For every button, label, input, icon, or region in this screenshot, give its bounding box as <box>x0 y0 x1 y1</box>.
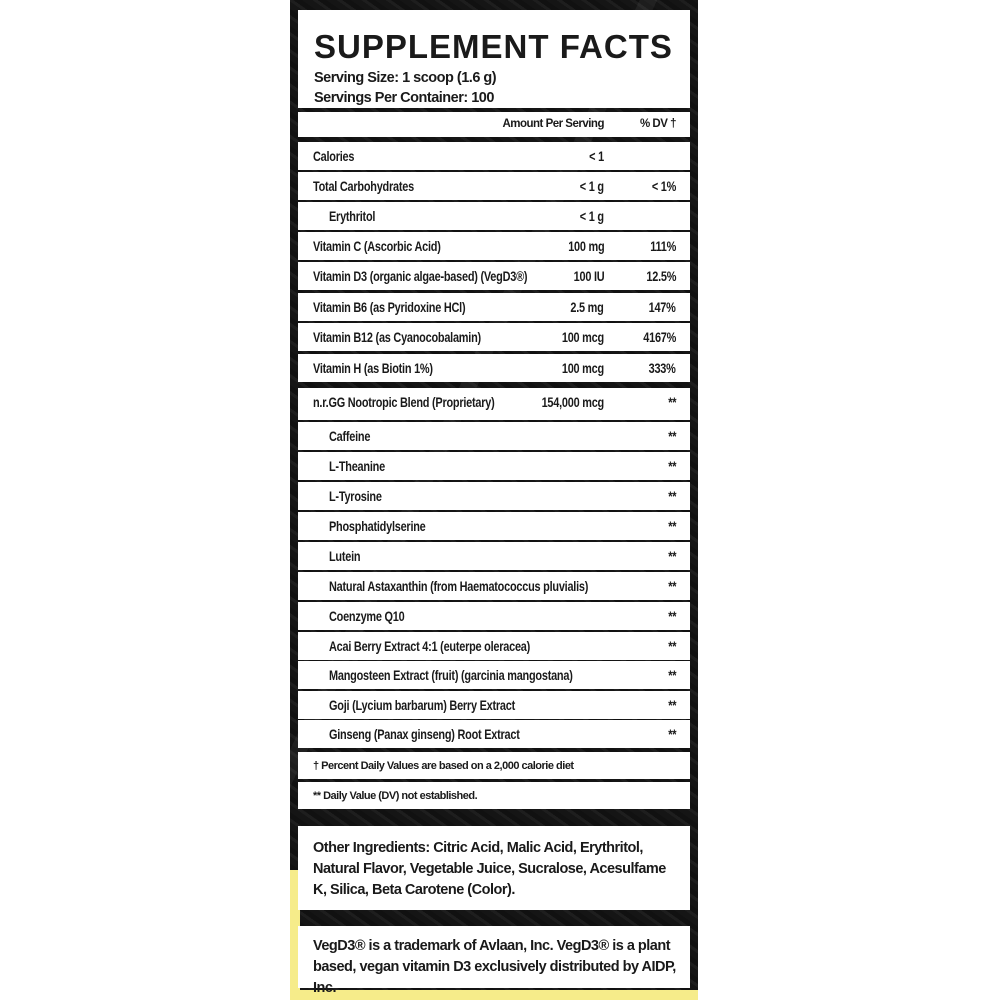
nutrient-dv: 4167% <box>643 329 676 345</box>
nutrient-dv: 333% <box>649 360 676 376</box>
nutrient-row: Natural Astaxanthin (from Haematococcus … <box>298 572 690 600</box>
nutrient-amount: 100 mg <box>567 238 604 254</box>
nutrient-name: Mangosteen Extract (fruit) (garcinia man… <box>329 667 573 683</box>
header-box: SUPPLEMENT FACTS Serving Size: 1 scoop (… <box>298 10 690 108</box>
nutrient-row: L-Tyrosine ** <box>298 482 690 510</box>
nutrient-name: n.r.GG Nootropic Blend (Proprietary) <box>313 394 495 410</box>
nutrient-name: Caffeine <box>329 428 371 444</box>
nutrient-row: Total Carbohydrates < 1 g < 1% <box>298 172 690 200</box>
trademark-box: VegD3® is a trademark of Avlaan, Inc. Ve… <box>298 926 690 996</box>
nutrient-name: Total Carbohydrates <box>313 178 414 194</box>
trademark-text: VegD3® is a trademark of Avlaan, Inc. Ve… <box>313 938 676 996</box>
nutrient-dv: ** <box>667 578 676 594</box>
footnote-text: ** Daily Value (DV) not established. <box>313 790 478 802</box>
supplement-facts-panel: SUPPLEMENT FACTS Serving Size: 1 scoop (… <box>290 0 698 1000</box>
nutrient-row: Coenzyme Q10 ** <box>298 602 690 630</box>
nutrient-dv: ** <box>667 726 676 742</box>
nutrient-name: Calories <box>313 148 355 164</box>
page-title: SUPPLEMENT FACTS <box>314 28 673 65</box>
nutrient-row: Phosphatidylserine ** <box>298 512 690 540</box>
serving-size: Serving Size: 1 scoop (1.6 g) <box>314 70 497 86</box>
other-ingredients-text: Other Ingredients: Citric Acid, Malic Ac… <box>313 840 666 898</box>
footnote-dv-basis: † Percent Daily Values are based on a 2,… <box>298 752 690 779</box>
nutrient-dv: ** <box>667 458 676 474</box>
nutrient-name: Vitamin C (Ascorbic Acid) <box>313 238 441 254</box>
nutrient-name: L-Theanine <box>329 458 385 474</box>
nutrient-name: Lutein <box>329 548 361 564</box>
nutrient-name: Vitamin D3 (organic algae-based) (VegD3®… <box>313 268 528 284</box>
nutrient-dv: 147% <box>649 299 676 315</box>
nutrient-name: Natural Astaxanthin (from Haematococcus … <box>329 578 589 594</box>
nutrient-name: Phosphatidylserine <box>329 518 426 534</box>
nutrient-row: Vitamin B6 (as Pyridoxine HCl) 2.5 mg 147% <box>298 293 690 321</box>
nutrient-name: Acai Berry Extract 4:1 (euterpe oleracea… <box>329 638 531 654</box>
nutrient-dv: 12.5% <box>646 268 676 284</box>
footnote-not-established: ** Daily Value (DV) not established. <box>298 782 690 809</box>
nutrient-amount: 100 mcg <box>561 329 604 345</box>
nutrient-row: Acai Berry Extract 4:1 (euterpe oleracea… <box>298 632 690 660</box>
nutrient-dv: ** <box>667 697 676 713</box>
nutrient-dv: ** <box>667 638 676 654</box>
nutrient-name: Goji (Lycium barbarum) Berry Extract <box>329 697 515 713</box>
nutrient-row: Calories < 1 <box>298 142 690 170</box>
nutrient-name: Ginseng (Panax ginseng) Root Extract <box>329 726 520 742</box>
nutrient-dv: ** <box>667 548 676 564</box>
nutrient-row: Goji (Lycium barbarum) Berry Extract ** <box>298 691 690 719</box>
footnote-text: † Percent Daily Values are based on a 2,… <box>313 760 574 772</box>
nutrient-name: Erythritol <box>329 208 376 224</box>
nutrient-row: Ginseng (Panax ginseng) Root Extract ** <box>298 720 690 748</box>
nutrient-row: Vitamin H (as Biotin 1%) 100 mcg 333% <box>298 354 690 382</box>
nutrient-row: Lutein ** <box>298 542 690 570</box>
nutrient-row: Vitamin C (Ascorbic Acid) 100 mg 111% <box>298 232 690 260</box>
nutrient-dv: ** <box>667 488 676 504</box>
nutrient-amount: < 1 g <box>579 178 604 194</box>
nutrient-amount: < 1 <box>589 148 604 164</box>
nutrient-dv: ** <box>667 518 676 534</box>
nutrient-amount: 154,000 mcg <box>541 394 605 410</box>
nutrient-amount: < 1 g <box>579 208 604 224</box>
nutrient-row: Caffeine ** <box>298 422 690 450</box>
nutrient-row: Erythritol < 1 g <box>298 202 690 230</box>
other-ingredients-box: Other Ingredients: Citric Acid, Malic Ac… <box>298 826 690 910</box>
nutrient-name: Vitamin B12 (as Cyanocobalamin) <box>313 329 481 345</box>
servings-per-container: Servings Per Container: 100 <box>314 90 494 106</box>
nutrient-dv: 111% <box>650 238 676 254</box>
nutrient-dv: < 1% <box>651 178 677 194</box>
nutrient-name: Vitamin B6 (as Pyridoxine HCl) <box>313 299 466 315</box>
nutrient-dv: ** <box>667 428 676 444</box>
nutrient-name: Vitamin H (as Biotin 1%) <box>313 360 433 376</box>
decorative-stripe <box>290 870 300 1000</box>
nutrient-dv: ** <box>667 667 676 683</box>
nutrient-dv: ** <box>667 608 676 624</box>
nutrient-row: Mangosteen Extract (fruit) (garcinia man… <box>298 661 690 689</box>
nutrient-dv: ** <box>667 394 676 410</box>
amount-column-header: Amount Per Serving <box>502 118 604 130</box>
decorative-stripe <box>290 990 698 1000</box>
column-header-row: Amount Per Serving % DV † <box>298 112 690 137</box>
dv-column-header: % DV † <box>640 118 677 130</box>
nutrient-row: L-Theanine ** <box>298 452 690 480</box>
nutrient-row: Vitamin D3 (organic algae-based) (VegD3®… <box>298 262 690 290</box>
nutrient-amount: 100 mcg <box>561 360 604 376</box>
nutrient-amount: 2.5 mg <box>570 299 604 315</box>
nutrient-row: n.r.GG Nootropic Blend (Proprietary) 154,… <box>298 388 690 420</box>
nutrient-name: Coenzyme Q10 <box>329 608 405 624</box>
nutrient-amount: 100 IU <box>573 268 604 284</box>
nutrient-row: Vitamin B12 (as Cyanocobalamin) 100 mcg 41… <box>298 323 690 351</box>
nutrient-name: L-Tyrosine <box>329 488 382 504</box>
